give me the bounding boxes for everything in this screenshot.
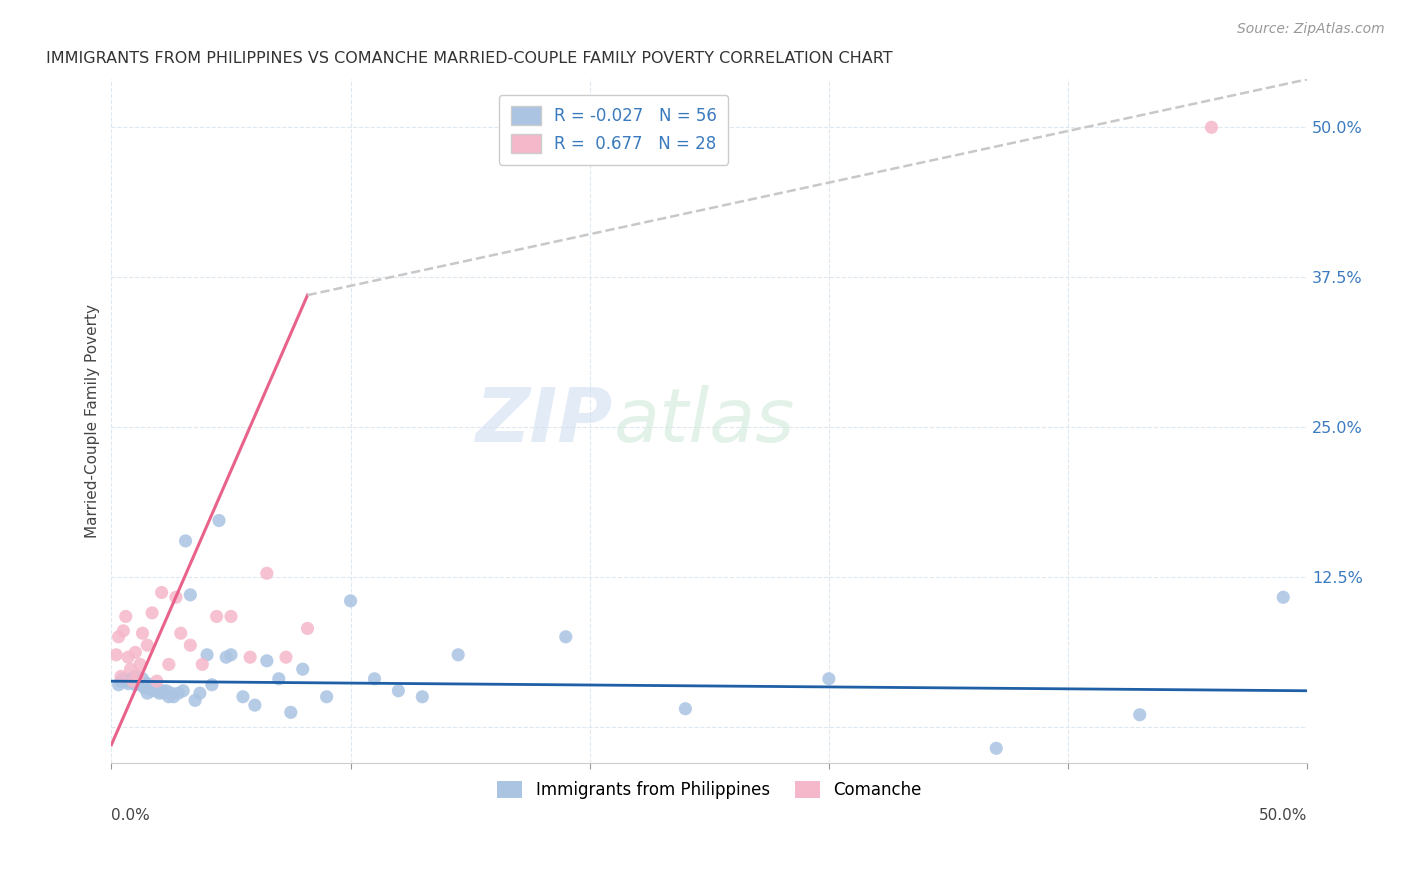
Point	[986, 741, 1008, 756]
Point	[117, 650, 139, 665]
Point	[105, 648, 128, 662]
Point	[134, 681, 156, 696]
Text: atlas: atlas	[613, 385, 794, 457]
Point	[1201, 120, 1223, 135]
Point	[143, 681, 166, 696]
Point	[157, 657, 180, 672]
Text: Source: ZipAtlas.com: Source: ZipAtlas.com	[1237, 22, 1385, 37]
Point	[208, 514, 231, 528]
Point	[131, 672, 153, 686]
Point	[112, 672, 135, 686]
Point	[274, 650, 297, 665]
Point	[280, 706, 302, 720]
Point	[146, 674, 169, 689]
Point	[136, 676, 159, 690]
Point	[219, 648, 242, 662]
Point	[162, 690, 184, 704]
Point	[554, 630, 576, 644]
Point	[141, 606, 163, 620]
Point	[120, 672, 142, 686]
Point	[131, 626, 153, 640]
Point	[411, 690, 433, 704]
Point	[129, 657, 152, 672]
Point	[167, 686, 190, 700]
Point	[188, 686, 211, 700]
Point	[195, 648, 218, 662]
Point	[110, 669, 132, 683]
Point	[138, 679, 160, 693]
Point	[339, 594, 361, 608]
Point	[124, 645, 146, 659]
Point	[107, 630, 129, 644]
Point	[1129, 707, 1152, 722]
Point	[131, 679, 153, 693]
Point	[363, 672, 385, 686]
Point	[201, 678, 224, 692]
Point	[110, 674, 132, 689]
Point	[157, 690, 180, 704]
Point	[146, 683, 169, 698]
Point	[291, 662, 314, 676]
Point	[153, 686, 176, 700]
Y-axis label: Married-Couple Family Poverty: Married-Couple Family Poverty	[86, 304, 100, 538]
Text: ZIP: ZIP	[477, 384, 613, 458]
Point	[232, 690, 254, 704]
Point	[129, 674, 152, 689]
Point	[117, 676, 139, 690]
Legend: R = -0.027   N = 56, R =  0.677   N = 28: R = -0.027 N = 56, R = 0.677 N = 28	[499, 95, 728, 165]
Point	[205, 609, 228, 624]
Point	[243, 698, 266, 713]
Point	[141, 683, 163, 698]
Point	[155, 683, 177, 698]
Point	[297, 622, 319, 636]
Text: 50.0%: 50.0%	[1258, 808, 1308, 823]
Point	[160, 686, 183, 700]
Point	[136, 686, 159, 700]
Point	[112, 624, 135, 638]
Point	[179, 588, 201, 602]
Point	[136, 638, 159, 652]
Point	[172, 683, 194, 698]
Point	[124, 669, 146, 683]
Point	[219, 609, 242, 624]
Point	[122, 674, 145, 689]
Point	[191, 657, 214, 672]
Point	[122, 674, 145, 689]
Point	[1272, 591, 1295, 605]
Point	[239, 650, 262, 665]
Point	[170, 626, 193, 640]
Point	[127, 669, 149, 683]
Point	[447, 648, 470, 662]
Point	[127, 676, 149, 690]
Point	[387, 683, 409, 698]
Point	[673, 702, 696, 716]
Point	[818, 672, 841, 686]
Text: 0.0%: 0.0%	[111, 808, 150, 823]
Point	[120, 662, 142, 676]
Text: IMMIGRANTS FROM PHILIPPINES VS COMANCHE MARRIED-COUPLE FAMILY POVERTY CORRELATIO: IMMIGRANTS FROM PHILIPPINES VS COMANCHE …	[45, 51, 893, 66]
Point	[256, 654, 278, 668]
Point	[256, 566, 278, 581]
Point	[215, 650, 238, 665]
Point	[107, 678, 129, 692]
Point	[148, 686, 170, 700]
Point	[165, 591, 187, 605]
Point	[315, 690, 337, 704]
Point	[150, 585, 173, 599]
Point	[184, 693, 207, 707]
Point	[114, 674, 136, 689]
Point	[124, 678, 146, 692]
Point	[179, 638, 201, 652]
Point	[114, 609, 136, 624]
Point	[174, 533, 197, 548]
Point	[267, 672, 290, 686]
Point	[150, 683, 173, 698]
